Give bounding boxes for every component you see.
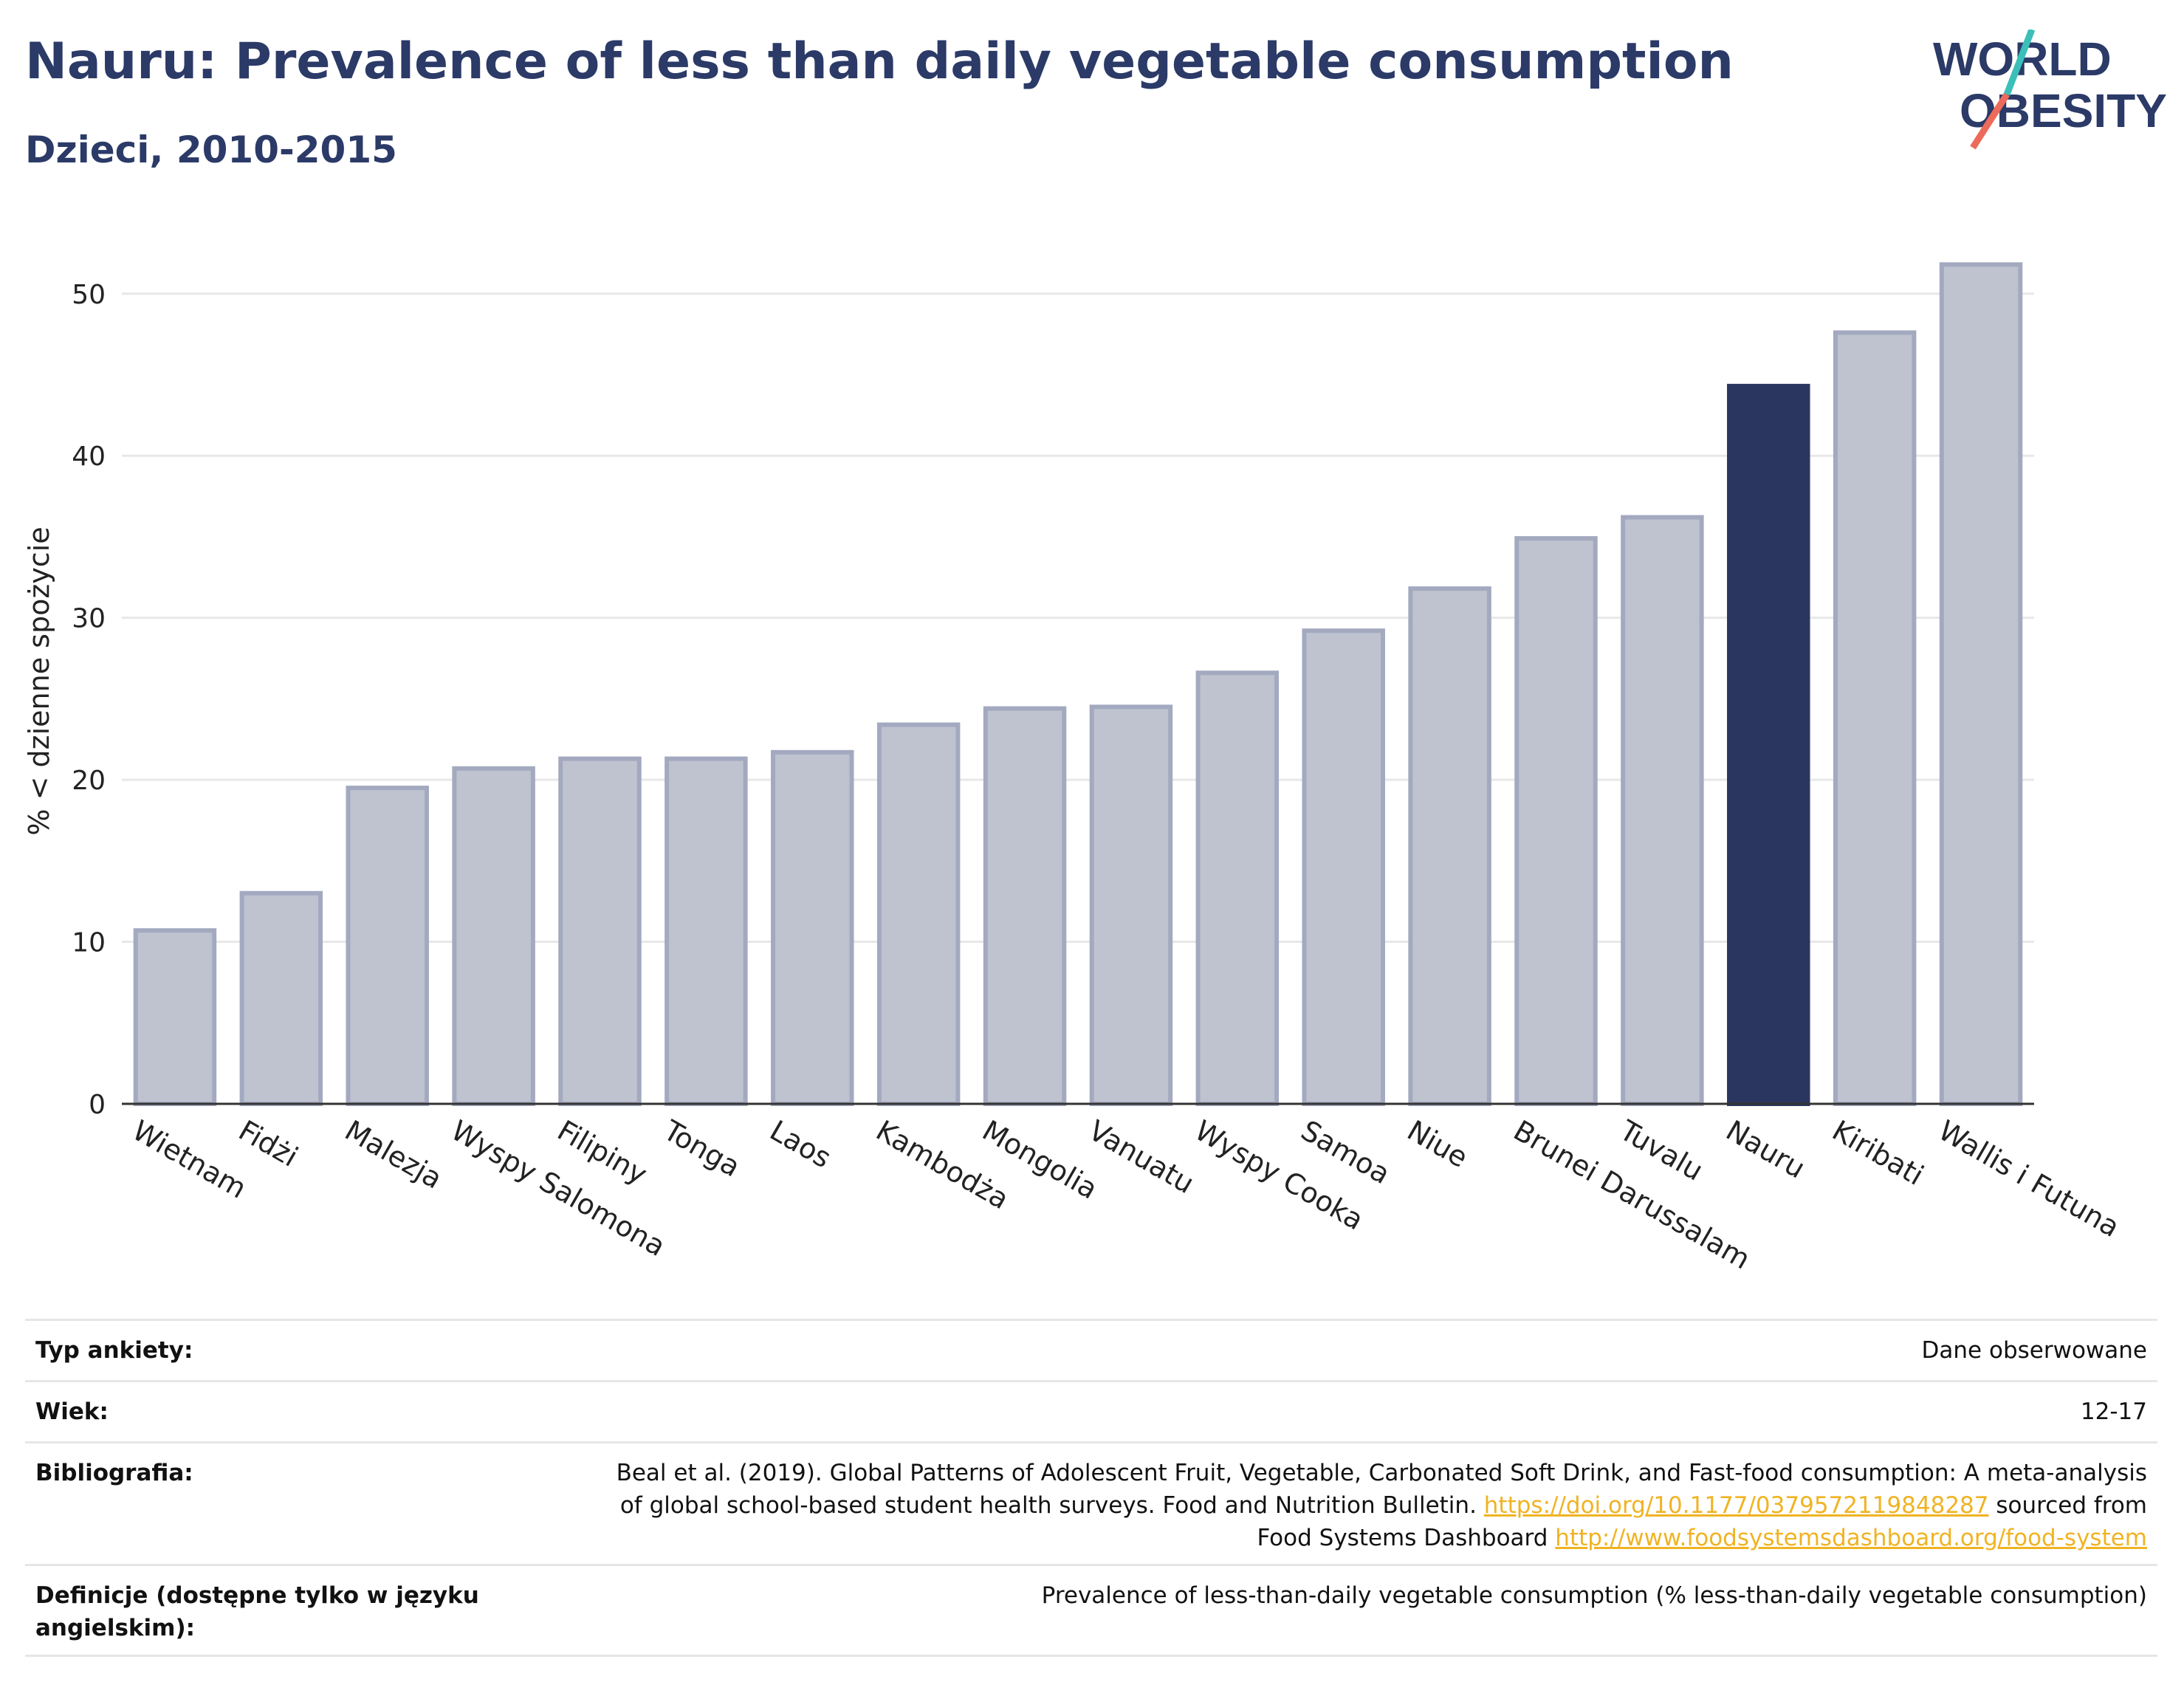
- bar-fidżi[interactable]: [239, 890, 323, 1106]
- logo-slash-coral: [1970, 92, 2010, 150]
- bar-wallis-i-futuna[interactable]: [1939, 262, 2023, 1106]
- bar-malezja[interactable]: [346, 786, 429, 1107]
- meta-value-age: 12-17: [2080, 1398, 2147, 1425]
- bib-text4: Food Systems Dashboard: [1257, 1525, 1548, 1551]
- meta-label-definitions: Definicje (dostępne tylko w języku angie…: [35, 1582, 479, 1641]
- meta-row-survey: Typ ankiety: Dane obserwowane: [25, 1319, 2157, 1380]
- y-tick-label: 40: [72, 442, 106, 472]
- logo-slash-teal: [2003, 30, 2036, 96]
- meta-label-bibliography: Bibliografia:: [35, 1460, 193, 1486]
- bar-tonga[interactable]: [665, 756, 748, 1107]
- y-tick-label: 30: [72, 604, 106, 634]
- bar-nauru[interactable]: [1727, 383, 1810, 1106]
- bar-mongolia[interactable]: [983, 706, 1067, 1106]
- bar-samoa[interactable]: [1302, 628, 1385, 1106]
- page-subtitle: Dzieci, 2010-2015: [25, 128, 397, 171]
- meta-label-age: Wiek:: [35, 1398, 109, 1425]
- meta-value-survey: Dane obserwowane: [1921, 1337, 2147, 1364]
- meta-label-survey: Typ ankiety:: [35, 1337, 193, 1364]
- x-tick-label: Tonga: [658, 1113, 746, 1183]
- bar-wyspy-cooka[interactable]: [1195, 670, 1280, 1106]
- bar-niue[interactable]: [1408, 586, 1491, 1106]
- meta-row-bibliography: Bibliografia: Beal et al. (2019). Global…: [25, 1441, 2157, 1564]
- y-tick-label: 20: [72, 766, 106, 796]
- x-tick-label: Vanuatu: [1083, 1114, 1200, 1200]
- x-tick-label: Kiribati: [1827, 1114, 1929, 1192]
- bar-kambodża[interactable]: [876, 722, 961, 1106]
- meta-value-bibliography: Beal et al. (2019). Global Patterns of A…: [523, 1457, 2157, 1564]
- x-tick-label: Wietnam: [127, 1114, 252, 1205]
- bib-line3: Food Systems Dashboard http://www.foodsy…: [523, 1522, 2147, 1554]
- world-obesity-logo: WORLD OBESITY: [1933, 30, 2167, 150]
- meta-row-age: Wiek: 12-17: [25, 1380, 2157, 1441]
- bar-filipiny[interactable]: [558, 756, 642, 1107]
- bib-line2: of global school-based student health su…: [523, 1489, 2147, 1522]
- x-tick-label: Laos: [764, 1114, 837, 1175]
- bars: [133, 262, 2023, 1107]
- dashboard-link[interactable]: http://www.foodsystemsdashboard.org/food…: [1555, 1525, 2147, 1551]
- bar-wietnam[interactable]: [133, 928, 217, 1107]
- meta-row-definitions: Definicje (dostępne tylko w języku angie…: [25, 1564, 2157, 1657]
- x-tick-label: Nauru: [1720, 1114, 1810, 1185]
- meta-value-definitions: Prevalence of less-than-daily vegetable …: [1041, 1582, 2147, 1609]
- y-tick-label: 10: [72, 928, 106, 958]
- metadata-table: Typ ankiety: Dane obserwowane Wiek: 12-1…: [25, 1319, 2157, 1657]
- y-tick-label: 50: [72, 280, 106, 310]
- x-tick-label: Niue: [1402, 1114, 1474, 1174]
- x-tick-label: Malezja: [340, 1114, 448, 1195]
- grid-lines: [122, 292, 2034, 944]
- bar-tuvalu[interactable]: [1621, 515, 1704, 1106]
- bib-text3: sourced from: [1996, 1492, 2147, 1519]
- doi-link[interactable]: https://doi.org/10.1177/0379572119848287: [1483, 1492, 1989, 1519]
- bar-brunei-darussalam[interactable]: [1514, 536, 1598, 1106]
- x-tick-label: Fidżi: [233, 1114, 303, 1173]
- bar-laos[interactable]: [771, 749, 854, 1106]
- y-tick-label: 0: [89, 1090, 106, 1120]
- bib-text2: of global school-based student health su…: [619, 1492, 1477, 1519]
- bar-wyspy-salomona[interactable]: [452, 766, 535, 1106]
- page-title: Nauru: Prevalence of less than daily veg…: [25, 32, 1734, 91]
- bar-kiribati[interactable]: [1833, 330, 1917, 1106]
- y-axis-label: % < dzienne spożycie: [23, 526, 55, 835]
- bib-line1: Beal et al. (2019). Global Patterns of A…: [616, 1460, 2147, 1486]
- bar-vanuatu[interactable]: [1089, 704, 1173, 1106]
- y-tick-labels: 0 10 20 30 40 50: [72, 280, 106, 1120]
- x-tick-label: Wallis i Futuna: [1933, 1114, 2125, 1244]
